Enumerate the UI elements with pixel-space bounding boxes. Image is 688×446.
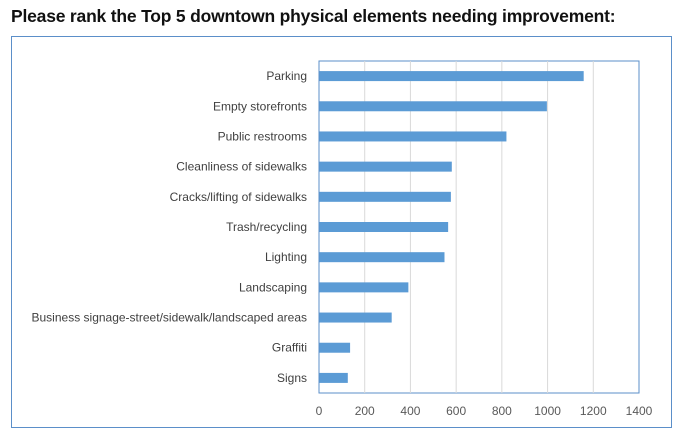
x-tick-label: 1400 [626, 404, 653, 418]
chart-title: Please rank the Top 5 downtown physical … [11, 6, 616, 26]
x-tick-label: 800 [492, 404, 512, 418]
category-label: Parking [266, 69, 307, 83]
bar [319, 252, 445, 263]
category-label: Cleanliness of sidewalks [176, 160, 307, 174]
category-label: Landscaping [239, 280, 307, 294]
bar [319, 101, 547, 112]
bar [319, 222, 449, 232]
x-tick-label: 0 [316, 404, 323, 418]
bar [319, 131, 507, 142]
bar [319, 161, 452, 172]
category-label: Cracks/lifting of sidewalks [170, 190, 307, 204]
category-label: Public restrooms [218, 129, 307, 143]
bar [319, 342, 351, 353]
category-label: Signs [277, 371, 307, 385]
x-tick-label: 200 [355, 404, 375, 418]
category-label: Lighting [265, 250, 307, 264]
category-label: Trash/recycling [226, 220, 307, 234]
category-label: Empty storefronts [213, 99, 307, 113]
x-tick-label: 1000 [534, 404, 561, 418]
x-tick-label: 1200 [580, 404, 607, 418]
x-tick-label: 600 [446, 404, 466, 418]
category-label: Graffiti [272, 341, 307, 355]
x-tick-label: 400 [400, 404, 420, 418]
bar [319, 191, 451, 202]
bar [319, 312, 392, 323]
category-label: Business signage-street/sidewalk/landsca… [32, 311, 308, 325]
bar [319, 282, 409, 293]
bar [319, 372, 348, 383]
chart-frame [11, 36, 672, 428]
bar [319, 71, 584, 82]
